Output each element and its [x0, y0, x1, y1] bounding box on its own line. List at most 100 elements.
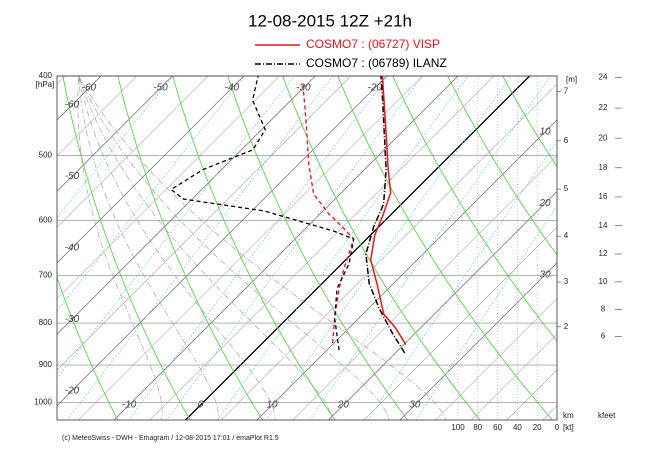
- mixing-ratio-line: [265, 76, 512, 420]
- footer: (c) MeteoSwiss - DWH - Emagram / 12-08-2…: [62, 435, 279, 442]
- kfeet-label: kfeet: [598, 411, 616, 420]
- y-tick-label: 900: [39, 360, 53, 369]
- isotherm-grid-line: [399, 262, 557, 420]
- moist-adiabat: [78, 76, 390, 420]
- isotherm-grid-line: [57, 76, 316, 335]
- isotherm-label: 10: [539, 127, 551, 138]
- kfeet-tick-label: 24: [599, 73, 608, 82]
- dewpoint-profile: [302, 84, 355, 344]
- dry-adiabat: [282, 76, 481, 420]
- dry-adiabat: [117, 76, 264, 420]
- isotherm: [363, 226, 557, 420]
- isotherm-grid-line: [57, 76, 173, 192]
- isotherm: [57, 76, 209, 228]
- wind-speed-tick-label: 100: [451, 423, 465, 432]
- kfeet-tick-label: 10: [599, 277, 608, 286]
- moist-adiabat: [78, 76, 276, 420]
- diagram-background: [57, 76, 557, 420]
- y-tick-label: 400: [39, 71, 53, 80]
- mixing-ratio-line: [57, 76, 174, 218]
- isotherm-label: 30: [409, 400, 421, 411]
- isotherm-label: 30: [539, 269, 551, 280]
- isotherm: [221, 83, 557, 420]
- moist-adiabat: [78, 76, 447, 420]
- isotherm: [149, 76, 495, 420]
- isotherm-grid-line: [256, 119, 557, 420]
- y-tick-label: 700: [39, 271, 53, 280]
- moist-adiabat: [77, 76, 163, 420]
- dry-adiabat: [227, 76, 408, 420]
- y-tick-label: 1000: [34, 398, 52, 407]
- isotherm-grid-line: [57, 76, 245, 264]
- legend-label: COSMO7 : (06727) VISP: [306, 37, 440, 51]
- km-tick-label: 5: [564, 184, 569, 193]
- isotherm-label: -40: [225, 83, 240, 94]
- moist-adiabat: [78, 76, 219, 420]
- isotherm-label: -20: [367, 83, 382, 94]
- isotherm-label: 20: [337, 400, 350, 411]
- km-tick-label: 7: [564, 86, 569, 95]
- isotherm-label: -50: [65, 171, 80, 182]
- km-tick-label: 3: [564, 277, 569, 286]
- isotherm: [435, 298, 557, 420]
- legend-label: COSMO7 : (06789) ILANZ: [306, 56, 447, 70]
- kfeet-tick-label: 20: [599, 133, 608, 142]
- isotherm-label: -40: [65, 242, 80, 253]
- kfeet-tick-label: 14: [599, 221, 608, 230]
- temperature-profile: [365, 75, 406, 354]
- wind-speed-tick-label: 80: [473, 423, 482, 432]
- kfeet-tick-label: 18: [599, 163, 608, 172]
- isotherm-grid-line: [328, 190, 557, 420]
- diagram-foreground: -60-60-50-50-40-40-30-30-20-20-10 0 101020…: [34, 71, 622, 432]
- isotherm: [292, 155, 557, 420]
- mixing-ratio-line: [166, 76, 424, 420]
- km-tick-label: 2: [564, 322, 569, 331]
- y-tick-label: 800: [39, 318, 53, 327]
- isotherm-grid-line: [57, 76, 387, 407]
- mixing-ratio-line: [415, 205, 557, 420]
- isotherm-label: 20: [538, 198, 551, 209]
- mixing-ratio-line: [367, 140, 557, 420]
- isotherm-label: -30: [65, 314, 80, 325]
- wind-speed-tick-label: 40: [513, 423, 522, 432]
- kfeet-tick-label: 22: [599, 103, 608, 112]
- isotherm-label: -50: [153, 83, 168, 94]
- moist-adiabat: [78, 76, 333, 420]
- wind-speed-tick-label: 20: [533, 423, 542, 432]
- chart-title: 12-08-2015 12Z +21h: [248, 11, 412, 30]
- km-label: km: [563, 411, 574, 420]
- isotherm-grid-line: [113, 76, 459, 420]
- kfeet-tick-label: 16: [599, 192, 608, 201]
- mixing-ratio-line: [128, 76, 389, 420]
- isotherm-label: 0: [198, 400, 204, 411]
- mixing-ratio-line: [309, 76, 552, 420]
- isotherm-label: -10: [122, 400, 137, 411]
- mixing-ratio-line: [57, 76, 246, 312]
- y-tick-label: 600: [39, 216, 53, 225]
- dry-adiabat: [447, 76, 557, 256]
- isotherm-label: -20: [65, 385, 80, 396]
- isotherm: [78, 76, 423, 420]
- y-tick-label: 500: [39, 151, 53, 160]
- isotherm-label: -60: [82, 83, 97, 94]
- wind-speed-tick-label: 60: [493, 423, 502, 432]
- wind-speed-unit: [kt]: [563, 423, 574, 432]
- kfeet-tick-label: 12: [599, 249, 608, 258]
- height-unit: [m]: [566, 75, 577, 84]
- kfeet-tick-label: 6: [601, 331, 606, 340]
- y-axis-label: [hPa]: [36, 80, 55, 89]
- dry-adiabat: [57, 276, 119, 420]
- mixing-ratio-line: [66, 76, 334, 420]
- mixing-ratio-line: [216, 76, 469, 420]
- dewpoint-profile: [169, 75, 355, 351]
- isotherm-grid-line: [185, 76, 531, 420]
- isotherm: [57, 76, 137, 157]
- isotherm-label: 10: [266, 400, 278, 411]
- dry-adiabat: [392, 76, 557, 342]
- isotherm: [471, 333, 557, 420]
- plot-frame: [56, 75, 558, 421]
- km-tick-label: 4: [564, 231, 569, 240]
- kfeet-tick-label: 8: [601, 304, 606, 313]
- dry-adiabat: [337, 76, 553, 420]
